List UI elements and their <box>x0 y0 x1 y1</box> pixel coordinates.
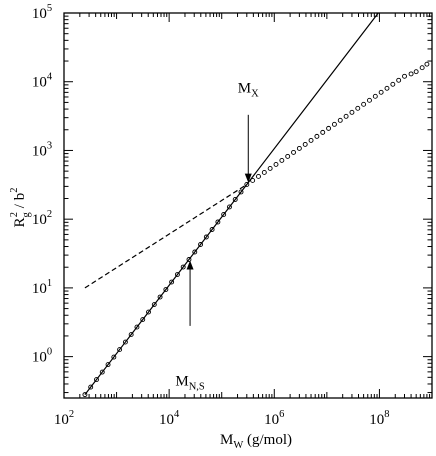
data-point <box>413 69 419 75</box>
data-point <box>267 165 273 171</box>
x-tick-label: 106 <box>264 409 284 428</box>
data-point <box>186 257 192 262</box>
annotations: MX MN,S <box>175 80 259 392</box>
data-point <box>279 157 285 163</box>
data-point <box>209 227 215 232</box>
dashed-reference-line <box>84 183 248 289</box>
data-point <box>361 101 367 107</box>
data-point <box>331 121 337 127</box>
data-point <box>355 105 361 111</box>
y-tick-label: 103 <box>32 140 52 159</box>
data-point <box>285 153 291 159</box>
data-point <box>94 377 99 383</box>
data-point <box>82 392 88 398</box>
data-point <box>337 117 343 123</box>
x-tick-label: 102 <box>54 409 74 428</box>
data-point <box>384 85 390 91</box>
data-point <box>343 113 349 119</box>
data-point <box>174 272 180 277</box>
annotation-mx-label: MX <box>238 80 259 99</box>
data-point <box>238 189 244 195</box>
data-point <box>308 137 314 143</box>
data-point <box>169 279 175 285</box>
data-point <box>402 73 407 79</box>
x-tick-label: 104 <box>159 409 180 428</box>
data-point <box>314 133 320 139</box>
data-point <box>122 339 128 345</box>
data-point <box>163 287 169 292</box>
y-tick-label: 100 <box>32 347 52 366</box>
data-point <box>419 65 425 71</box>
data-point <box>372 93 378 99</box>
data-point <box>273 161 279 167</box>
data-point <box>244 182 250 187</box>
y-tick-label: 101 <box>32 278 52 297</box>
data-point <box>256 173 261 179</box>
x-tick-label: 108 <box>369 409 389 428</box>
data-point <box>291 149 296 155</box>
solid-reference-line <box>84 12 379 395</box>
data-point <box>215 219 221 225</box>
annotation-mns-label: MN,S <box>175 374 205 393</box>
annotation-arrow-head <box>186 260 194 270</box>
data-point <box>134 324 140 330</box>
data-point <box>226 204 232 210</box>
data-point <box>111 354 117 360</box>
data-point <box>296 145 302 151</box>
x-axis-title: MW (g/mol) <box>220 432 292 451</box>
annotation-arrow-head <box>244 173 252 183</box>
data-point <box>221 212 227 217</box>
data-point <box>146 309 151 315</box>
data-point <box>157 294 163 300</box>
data-point <box>88 384 94 390</box>
data-point <box>326 125 332 131</box>
axis-labels: 102 104 106 108 100 101 102 103 104 105 MW (g/mol)… <box>9 3 390 451</box>
data-point <box>250 177 256 183</box>
data-point <box>408 71 414 77</box>
data-point <box>180 264 186 270</box>
data-point <box>151 302 157 307</box>
data-point <box>302 141 308 147</box>
data-point <box>378 89 384 95</box>
data-point <box>349 109 355 115</box>
data-point <box>117 347 123 353</box>
data-point <box>367 97 372 103</box>
data-point <box>390 81 396 87</box>
data-point <box>140 317 146 323</box>
data-point <box>99 369 105 375</box>
y-axis-title: Rg2 / b2 <box>9 188 32 228</box>
y-tick-label: 104 <box>32 72 53 91</box>
data-point <box>424 61 430 67</box>
data-point <box>232 197 238 202</box>
data-point <box>203 234 209 240</box>
data-point <box>128 332 134 338</box>
y-tick-label: 105 <box>32 3 52 22</box>
data-point <box>105 362 111 368</box>
series-lines <box>84 12 379 395</box>
data-points <box>82 61 430 398</box>
axis-ticks <box>63 12 433 398</box>
data-point <box>261 169 267 175</box>
data-point <box>320 129 326 135</box>
data-point <box>198 242 204 247</box>
y-tick-label: 102 <box>32 209 52 228</box>
data-point <box>192 249 198 255</box>
data-point <box>396 77 402 83</box>
plot-frame <box>63 12 433 399</box>
